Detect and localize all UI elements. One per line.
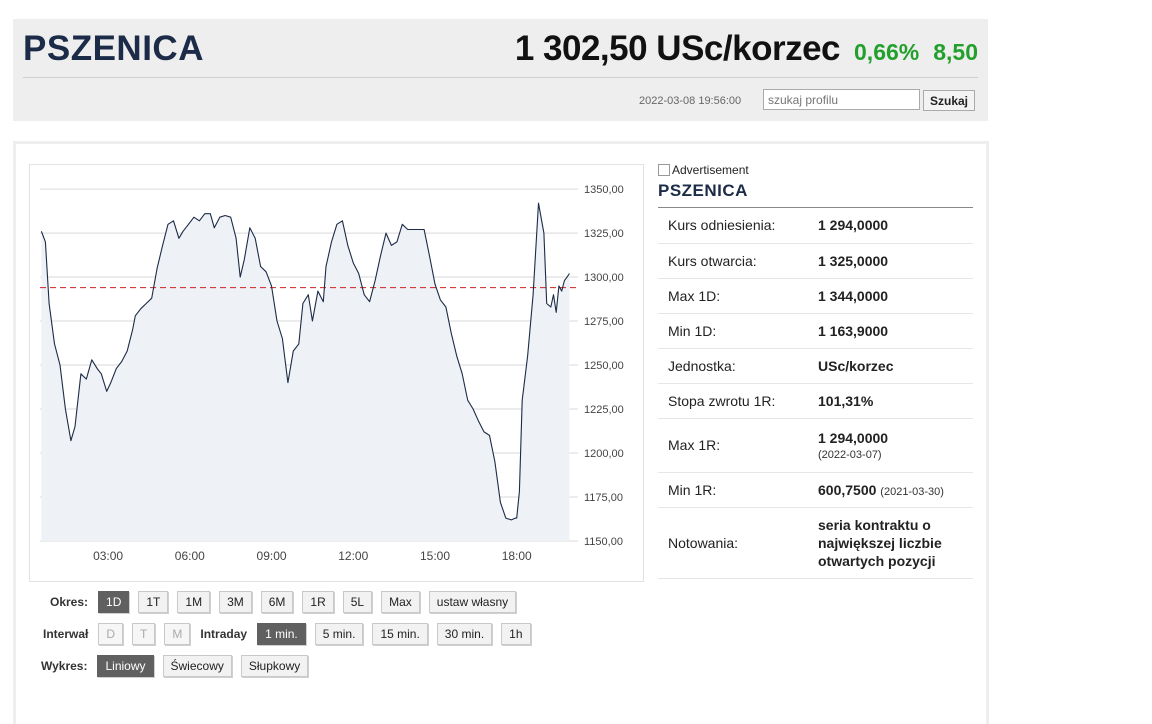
last-price: 1 302,50 USc/korzec (514, 29, 841, 68)
y-tick-label: 1350,00 (584, 184, 624, 196)
price-chart: 1150,00 1175,00 1200,00 1225,00 1250,00 1275,… (29, 164, 644, 582)
interval-button-m: M (164, 623, 191, 645)
details-key: Min 1D: (658, 313, 817, 349)
period-button-custom[interactable]: ustaw własny (428, 591, 517, 613)
period-button-3m[interactable]: 3M (219, 591, 252, 613)
advertisement-label: Advertisement (672, 163, 749, 177)
intraday-button-5min[interactable]: 5 min. (314, 623, 364, 645)
intraday-button-15min[interactable]: 15 min. (372, 623, 428, 645)
interval-button-d: D (98, 623, 124, 645)
details-value-cell: 600,7500 (2021-03-30) (817, 472, 973, 508)
details-note: (2022-03-07) (818, 448, 882, 461)
change-absolute: 8,50 (933, 39, 978, 65)
intraday-button-1min[interactable]: 1 min. (257, 623, 306, 645)
quote-summary: 1 302,50 USc/korzec 0,66% 8,50 (515, 29, 978, 69)
advertisement: Advertisement (658, 163, 973, 177)
details-key: Max 1R: (658, 418, 817, 473)
instrument-title: PSZENICA (23, 29, 204, 68)
y-tick-label: 1225,00 (584, 404, 624, 416)
details-key: Jednostka: (658, 348, 817, 384)
y-tick-label: 1325,00 (584, 228, 624, 240)
details-row: Stopa zwrotu 1R: 101,31% (658, 383, 973, 419)
x-tick-label: 18:00 (502, 549, 532, 563)
details-row: Notowania: seria kontraktu o największej… (658, 507, 973, 579)
details-key: Kurs otwarcia: (658, 243, 817, 279)
chart-type-controls: Wykres: Liniowy Świecowy Słupkowy (30, 655, 317, 677)
details-value: 1 294,0000 (817, 208, 973, 244)
period-controls: Okres: 1D 1T 1M 3M 6M 1R 5L Max ustaw wł… (30, 591, 525, 613)
details-row: Kurs otwarcia: 1 325,0000 (658, 243, 973, 279)
details-key: Stopa zwrotu 1R: (658, 383, 817, 419)
details-title: PSZENICA (658, 181, 973, 208)
details-value: 600,7500 (818, 481, 877, 498)
period-button-1m[interactable]: 1M (177, 591, 211, 613)
details-row: Jednostka: USc/korzec (658, 348, 973, 384)
period-button-6m[interactable]: 6M (260, 591, 294, 613)
y-tick-label: 1200,00 (584, 448, 624, 460)
details-key: Min 1R: (658, 472, 817, 508)
period-button-1r[interactable]: 1R (302, 591, 334, 613)
y-tick-label: 1275,00 (584, 316, 624, 328)
chart-type-bar-button[interactable]: Słupkowy (240, 655, 309, 677)
details-value: 1 163,9000 (817, 313, 973, 349)
profile-search-input[interactable] (763, 89, 920, 110)
x-tick-label: 03:00 (93, 549, 123, 563)
instrument-details: Advertisement PSZENICA Kurs odniesienia:… (658, 163, 973, 579)
details-table: Kurs odniesienia: 1 294,0000 Kurs otwarc… (658, 208, 973, 579)
details-key: Notowania: (658, 507, 817, 579)
details-row: Min 1D: 1 163,9000 (658, 313, 973, 349)
details-value: 1 344,0000 (817, 278, 973, 314)
intraday-button-30min[interactable]: 30 min. (436, 623, 493, 645)
details-value-cell: 1 294,0000 (2022-03-07) (817, 418, 973, 473)
details-value: USc/korzec (817, 348, 973, 384)
period-button-1d[interactable]: 1D (98, 591, 130, 613)
details-row: Min 1R: 600,7500 (2021-03-30) (658, 472, 973, 508)
intraday-label: Intraday (200, 627, 248, 641)
details-value: seria kontraktu o największej liczbie ot… (817, 507, 973, 579)
details-key: Max 1D: (658, 278, 817, 314)
header-divider (23, 77, 978, 78)
chart-type-candle-button[interactable]: Świecowy (162, 655, 232, 677)
series-line (40, 202, 570, 521)
x-tick-label: 15:00 (420, 549, 450, 563)
details-row: Max 1R: 1 294,0000 (2022-03-07) (658, 418, 973, 473)
y-tick-label: 1300,00 (584, 272, 624, 284)
interval-button-t: T (132, 623, 156, 645)
period-button-5l[interactable]: 5L (342, 591, 373, 613)
chart-type-line-button[interactable]: Liniowy (97, 655, 154, 677)
details-value: 101,31% (817, 383, 973, 419)
instrument-header: PSZENICA 1 302,50 USc/korzec 0,66% 8,50 … (13, 19, 988, 121)
broken-image-icon (658, 164, 670, 176)
details-note: (2021-03-30) (880, 485, 944, 498)
search-button[interactable]: Szukaj (923, 90, 975, 111)
interval-label: Interwał (43, 627, 89, 641)
y-tick-label: 1175,00 (584, 492, 623, 504)
change-percent: 0,66% (854, 39, 920, 65)
price-chart-svg: 1150,00 1175,00 1200,00 1225,00 1250,00 1275,… (40, 175, 624, 563)
details-row: Kurs odniesienia: 1 294,0000 (658, 208, 973, 244)
x-tick-label: 09:00 (257, 549, 287, 563)
details-value: 1 325,0000 (817, 243, 973, 279)
x-tick-label: 12:00 (338, 549, 368, 563)
intraday-button-1h[interactable]: 1h (501, 623, 531, 645)
details-row: Max 1D: 1 344,0000 (658, 278, 973, 314)
chart-type-label: Wykres: (41, 659, 88, 673)
period-button-1t[interactable]: 1T (138, 591, 169, 613)
details-key: Kurs odniesienia: (658, 208, 817, 244)
y-tick-label: 1150,00 (584, 536, 623, 548)
quote-timestamp: 2022-03-08 19:56:00 (639, 95, 742, 107)
x-tick-label: 06:00 (175, 549, 205, 563)
period-label: Okres: (50, 595, 89, 609)
interval-controls: Interwał D T M Intraday 1 min. 5 min. 15… (30, 623, 540, 645)
details-value: 1 294,0000 (818, 429, 889, 446)
period-button-max[interactable]: Max (381, 591, 420, 613)
y-tick-label: 1250,00 (584, 360, 624, 372)
